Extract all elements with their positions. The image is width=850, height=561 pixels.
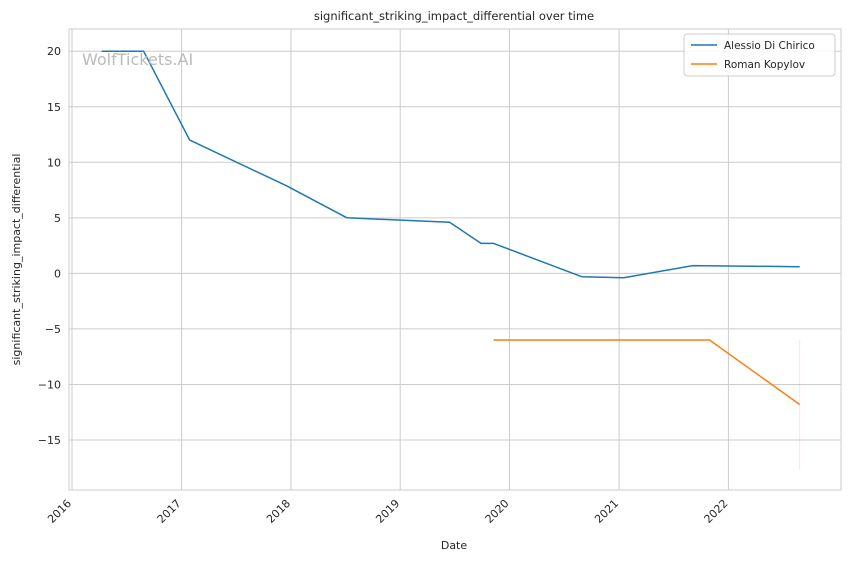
x-tick-label: 2016 [45,497,74,526]
y-tick-label: 10 [47,156,61,169]
series-line-alessio-di-chirico [101,50,800,279]
y-tick-label: 20 [47,45,61,58]
x-tick-label: 2020 [483,497,512,526]
x-axis-title: Date [441,539,468,552]
legend-box [683,33,836,77]
y-axis-title: significant_striking_impact_differential [10,154,23,366]
x-tick-label: 2017 [155,497,184,526]
legend-label-alessio-di-chirico: Alessio Di Chirico [724,40,815,52]
y-tick-label: −5 [45,323,61,336]
x-tick-label: 2019 [373,497,402,526]
x-tick-label: 2022 [702,497,731,526]
legend-label-roman-kopylov: Roman Kopylov [724,59,805,71]
chart-title: significant_striking_impact_differential… [314,9,594,23]
plot-frame [68,28,842,491]
plot-area [69,29,841,490]
y-tick-label: 0 [54,267,61,280]
y-tick-label: −10 [38,378,61,391]
y-tick-label: −15 [38,434,61,447]
series-line-roman-kopylov [493,339,801,406]
x-tick-label: 2018 [264,497,293,526]
gridlines [69,29,841,490]
y-tick-label: 15 [47,101,61,114]
x-tick-label: 2021 [592,497,621,526]
watermark: WolfTickets.AI [82,50,193,69]
y-tick-label: 5 [54,212,61,225]
legend: Alessio Di Chirico Roman Kopylov [683,33,836,77]
series-layer [101,50,801,471]
